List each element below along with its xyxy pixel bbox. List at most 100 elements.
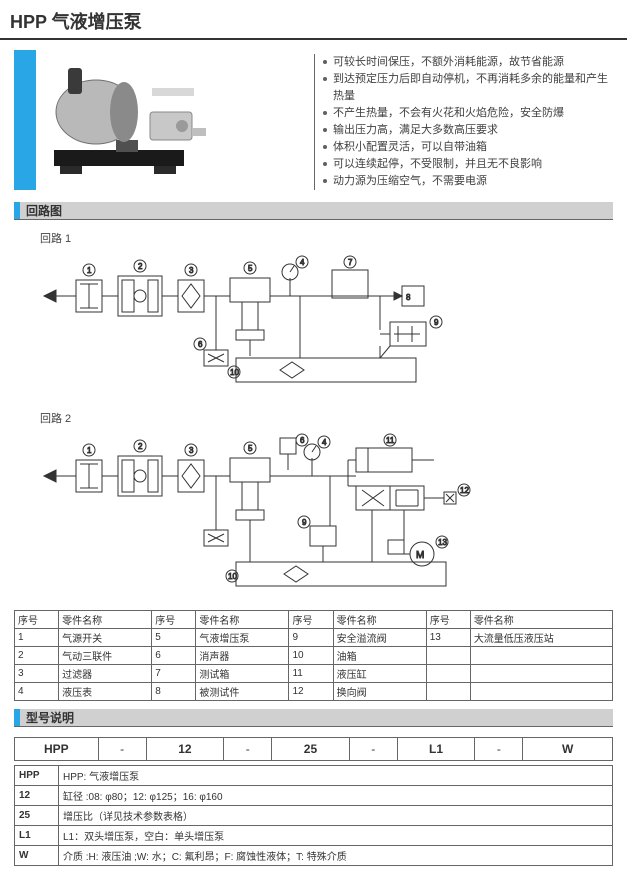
explain-value: HPP: 气液增压泵 bbox=[59, 766, 613, 786]
explain-key: HPP bbox=[15, 766, 59, 786]
feature-item: 可以连续起停，不受限制，并且无不良影响 bbox=[323, 156, 613, 173]
table-cell bbox=[426, 665, 470, 683]
table-cell: 气动三联件 bbox=[59, 647, 152, 665]
model-cell: - bbox=[224, 738, 272, 761]
svg-text:5: 5 bbox=[248, 444, 253, 453]
svg-text:3: 3 bbox=[189, 266, 194, 275]
explain-key: L1 bbox=[15, 826, 59, 846]
feature-item: 输出压力高，满足大多数高压要求 bbox=[323, 122, 613, 139]
explain-value: 介质 :H: 液压油 ;W: 水；C: 氟利昂；F: 腐蚀性液体；T: 特殊介质 bbox=[59, 846, 613, 866]
model-explain-table: HPPHPP: 气液增压泵12缸径 :08: φ80；12: φ125；16: … bbox=[14, 765, 613, 866]
table-cell: 1 bbox=[15, 629, 59, 647]
feature-item: 不产生热量，不会有火花和火焰危险，安全防爆 bbox=[323, 105, 613, 122]
svg-text:8: 8 bbox=[406, 293, 411, 302]
model-code-strip: HPP - 12 - 25 - L1 - W bbox=[14, 737, 613, 761]
circuit-2-label: 回路 2 bbox=[40, 410, 613, 426]
svg-text:M: M bbox=[416, 550, 424, 561]
features-list: 可较长时间保压，不额外消耗能源，故节省能源 到达预定压力后即自动停机，不再消耗多… bbox=[323, 54, 613, 190]
product-photo-column bbox=[14, 50, 314, 190]
svg-text:9: 9 bbox=[302, 518, 307, 527]
table-cell: 消声器 bbox=[196, 647, 289, 665]
section-header-circuit: 回路图 bbox=[14, 202, 613, 220]
table-row: HPPHPP: 气液增压泵 bbox=[15, 766, 613, 786]
svg-text:6: 6 bbox=[300, 436, 305, 445]
table-cell: 4 bbox=[15, 683, 59, 701]
page-title: HPP 气液增压泵 bbox=[0, 0, 627, 40]
model-cell: - bbox=[98, 738, 146, 761]
svg-text:4: 4 bbox=[300, 258, 305, 267]
table-cell: 5 bbox=[152, 629, 196, 647]
table-cell: 10 bbox=[289, 647, 333, 665]
svg-text:10: 10 bbox=[228, 572, 237, 581]
circuit-1-label: 回路 1 bbox=[40, 230, 613, 246]
svg-text:7: 7 bbox=[348, 258, 353, 267]
feature-item: 可较长时间保压，不额外消耗能源，故节省能源 bbox=[323, 54, 613, 71]
product-illustration bbox=[46, 58, 216, 178]
table-cell: 液压表 bbox=[59, 683, 152, 701]
model-cell: L1 bbox=[397, 738, 475, 761]
table-row: 4液压表8被测试件12换向阀 bbox=[15, 683, 613, 701]
table-row: 12缸径 :08: φ80；12: φ125；16: φ160 bbox=[15, 786, 613, 806]
section-title-circuit: 回路图 bbox=[20, 202, 613, 219]
table-cell: 气源开关 bbox=[59, 629, 152, 647]
svg-text:1: 1 bbox=[87, 266, 92, 275]
th: 零件名称 bbox=[196, 611, 289, 629]
explain-value: L1：双头增压泵，空白：单头增压泵 bbox=[59, 826, 613, 846]
model-cell: - bbox=[349, 738, 397, 761]
table-cell: 2 bbox=[15, 647, 59, 665]
table-cell bbox=[470, 683, 612, 701]
model-cell: 12 bbox=[146, 738, 224, 761]
parts-table: 序号 零件名称 序号 零件名称 序号 零件名称 序号 零件名称 1气源开关5气液… bbox=[14, 610, 613, 701]
table-cell: 3 bbox=[15, 665, 59, 683]
svg-text:13: 13 bbox=[438, 538, 447, 547]
table-cell: 13 bbox=[426, 629, 470, 647]
table-cell bbox=[470, 647, 612, 665]
table-cell: 大流量低压液压站 bbox=[470, 629, 612, 647]
table-cell: 换向阀 bbox=[333, 683, 426, 701]
model-cell: W bbox=[523, 738, 613, 761]
table-cell: 过滤器 bbox=[59, 665, 152, 683]
model-cell: HPP bbox=[15, 738, 99, 761]
table-cell bbox=[426, 683, 470, 701]
circuit-1: 回路 1 1 2 3 bbox=[14, 230, 613, 400]
explain-value: 增压比（详见技术参数表格） bbox=[59, 806, 613, 826]
table-cell: 8 bbox=[152, 683, 196, 701]
svg-text:10: 10 bbox=[230, 368, 239, 377]
th: 序号 bbox=[152, 611, 196, 629]
section-title-model: 型号说明 bbox=[20, 709, 613, 726]
th: 序号 bbox=[289, 611, 333, 629]
th: 序号 bbox=[15, 611, 59, 629]
svg-text:9: 9 bbox=[434, 318, 439, 327]
circuit-1-diagram: 1 2 3 5 bbox=[40, 250, 460, 400]
svg-text:11: 11 bbox=[386, 436, 395, 445]
svg-text:2: 2 bbox=[138, 442, 143, 451]
table-cell: 油箱 bbox=[333, 647, 426, 665]
svg-text:4: 4 bbox=[322, 438, 327, 447]
svg-text:1: 1 bbox=[87, 446, 92, 455]
svg-text:2: 2 bbox=[138, 262, 143, 271]
feature-item: 体积小配置灵活，可以自带油箱 bbox=[323, 139, 613, 156]
features-column: 可较长时间保压，不额外消耗能源，故节省能源 到达预定压力后即自动停机，不再消耗多… bbox=[314, 50, 613, 190]
table-row: 1气源开关5气液增压泵9安全溢流阀13大流量低压液压站 bbox=[15, 629, 613, 647]
th: 零件名称 bbox=[59, 611, 152, 629]
table-cell: 气液增压泵 bbox=[196, 629, 289, 647]
circuit-2-diagram: 1 2 3 5 6 4 bbox=[40, 430, 480, 600]
svg-text:3: 3 bbox=[189, 446, 194, 455]
table-cell: 安全溢流阀 bbox=[333, 629, 426, 647]
section-header-model: 型号说明 bbox=[14, 709, 613, 727]
feature-item: 到达预定压力后即自动停机，不再消耗多余的能量和产生热量 bbox=[323, 71, 613, 105]
table-cell: 12 bbox=[289, 683, 333, 701]
table-header-row: 序号 零件名称 序号 零件名称 序号 零件名称 序号 零件名称 bbox=[15, 611, 613, 629]
th: 序号 bbox=[426, 611, 470, 629]
th: 零件名称 bbox=[470, 611, 612, 629]
table-row: L1L1：双头增压泵，空白：单头增压泵 bbox=[15, 826, 613, 846]
table-cell: 11 bbox=[289, 665, 333, 683]
svg-text:5: 5 bbox=[248, 264, 253, 273]
intro-row: 可较长时间保压，不额外消耗能源，故节省能源 到达预定压力后即自动停机，不再消耗多… bbox=[14, 50, 613, 190]
table-cell: 9 bbox=[289, 629, 333, 647]
table-cell bbox=[470, 665, 612, 683]
feature-item: 动力源为压缩空气，不需要电源 bbox=[323, 173, 613, 190]
table-row: 2气动三联件6消声器10油箱 bbox=[15, 647, 613, 665]
explain-key: 12 bbox=[15, 786, 59, 806]
table-row: 25增压比（详见技术参数表格） bbox=[15, 806, 613, 826]
